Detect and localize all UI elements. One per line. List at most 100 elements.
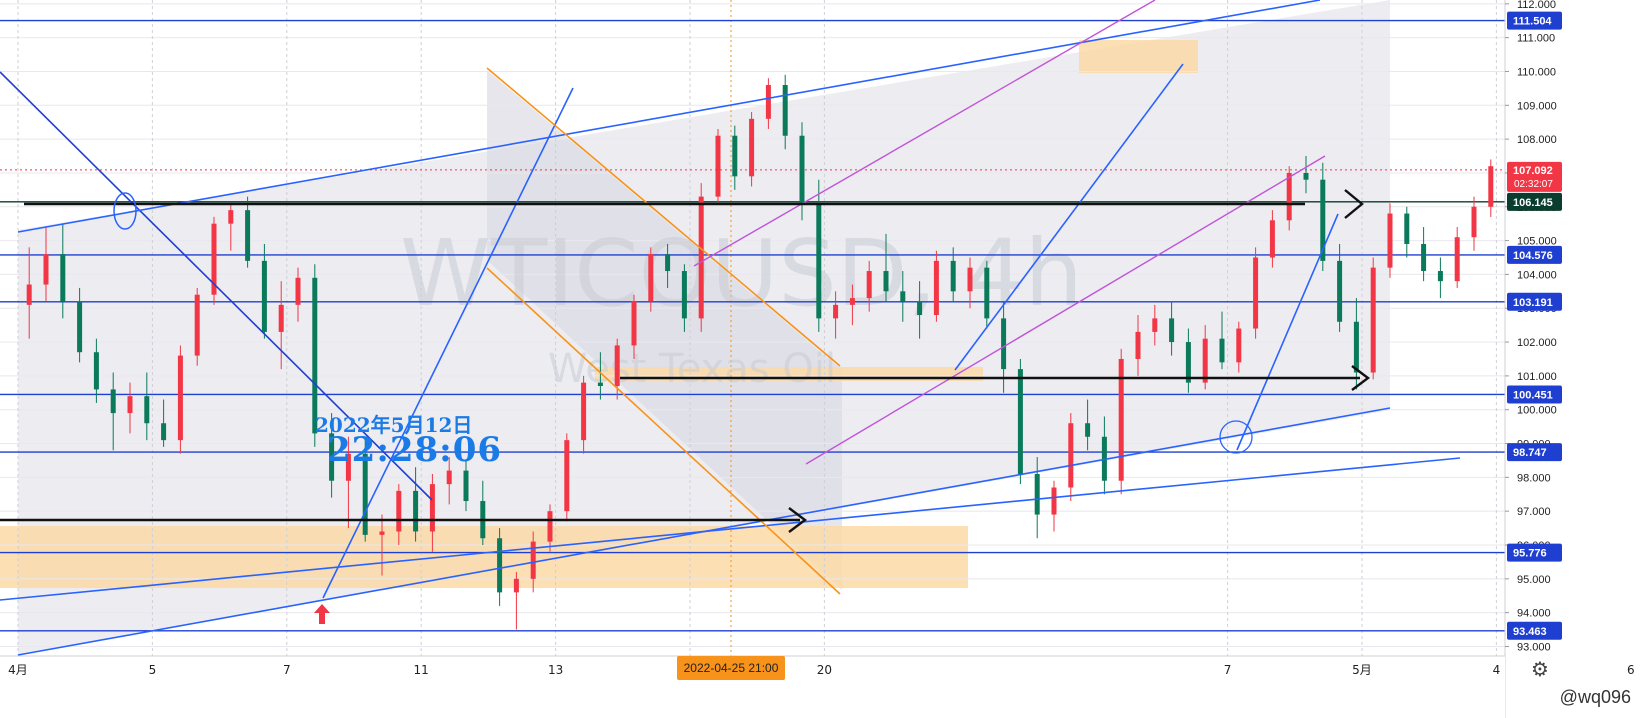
- candle-up: [849, 298, 855, 305]
- arrowhead-middle: [1351, 365, 1370, 391]
- candle-down: [161, 423, 167, 441]
- time-tick-label: 11: [414, 663, 429, 677]
- candle-down: [917, 301, 923, 315]
- candle-up: [446, 470, 452, 485]
- rising-trendline-mid: [954, 63, 1184, 371]
- candle-up: [1387, 213, 1393, 268]
- price-tick-label: 111.000: [1517, 33, 1555, 45]
- last-price-badge: [1507, 161, 1562, 192]
- candle-down: [1421, 243, 1427, 272]
- candle-down: [1001, 318, 1007, 370]
- candle-up: [698, 196, 704, 319]
- candle-up: [564, 440, 570, 512]
- candle-up: [648, 254, 654, 302]
- candle-down: [329, 433, 335, 481]
- drawings: [0, 0, 1461, 656]
- candle-down: [1185, 342, 1191, 383]
- price-tick-label: 93.000: [1517, 641, 1551, 653]
- base-trendline: [0, 457, 1461, 601]
- level-price-badge: [1507, 245, 1562, 264]
- candle-up: [429, 484, 435, 532]
- candle-up: [513, 578, 519, 593]
- candle-down: [261, 260, 267, 332]
- candle-down: [110, 389, 116, 414]
- candle-down: [93, 352, 99, 390]
- candle-down: [312, 277, 318, 434]
- candle-up: [866, 271, 872, 299]
- candle-down: [883, 271, 889, 292]
- level-price-label: 95.776: [1513, 548, 1547, 560]
- candle-down: [463, 470, 469, 502]
- crosshair-time-label: 2022-04-25 21:00: [677, 656, 785, 680]
- time-tick-label: 7: [283, 663, 291, 677]
- candle-down: [413, 490, 419, 532]
- candle-down: [1219, 338, 1225, 363]
- price-tick-label: 98.000: [1517, 472, 1551, 484]
- candle-up: [715, 135, 721, 197]
- candle-up: [749, 118, 755, 177]
- symbol-watermark: WTICOUSD, 4h: [400, 220, 1083, 327]
- candle-up: [396, 490, 402, 532]
- price-tick-label: 108.000: [1517, 134, 1557, 146]
- level-price-label: 111.504: [1513, 16, 1552, 28]
- price-tick-label: 104.000: [1517, 269, 1557, 281]
- time-tick-label: 4月: [8, 663, 28, 677]
- time-tick-label: 7: [1224, 663, 1232, 677]
- candle-up: [581, 382, 587, 441]
- level-price-badge: [1507, 621, 1562, 640]
- price-axis-background: [1505, 0, 1649, 718]
- rising-trendline-left: [322, 87, 574, 599]
- time-tick-label: 4: [1493, 663, 1501, 677]
- candle-up: [967, 267, 973, 292]
- candle-up: [614, 345, 620, 387]
- price-tick-label: 105.000: [1517, 236, 1557, 248]
- overlay-date-label: 2022年5月12日: [315, 413, 473, 437]
- down-channel-bottom: [486, 267, 841, 595]
- candle-up: [1202, 338, 1208, 383]
- price-tick-label: 100.000: [1517, 405, 1557, 417]
- candle-up: [379, 531, 385, 535]
- candle-down: [1085, 423, 1091, 437]
- candle-down: [1353, 321, 1359, 373]
- candle-down: [1337, 260, 1343, 322]
- symbol-subtitle-watermark: West Texas Oil: [548, 346, 836, 392]
- candle-up: [127, 396, 133, 414]
- candles: [26, 74, 1494, 630]
- upper-trendline: [17, 0, 1321, 233]
- candle-down: [950, 260, 956, 292]
- purple-channel-top: [693, 0, 1156, 267]
- last-price-label: 107.092: [1513, 165, 1553, 177]
- arrowhead-lower: [788, 507, 807, 533]
- level-price-badge: [1507, 443, 1562, 462]
- candle-up: [1118, 358, 1124, 481]
- candle-up: [1135, 331, 1141, 359]
- down-channel-band: [487, 70, 842, 590]
- resistance-zone: [1079, 40, 1198, 73]
- candle-up: [1471, 206, 1477, 238]
- time-tick-label: 5: [149, 663, 157, 677]
- candle-down: [816, 203, 822, 319]
- candle-up: [547, 511, 553, 542]
- candle-down: [60, 254, 66, 302]
- author-handle: @wq096: [1559, 687, 1631, 707]
- candle-down: [732, 135, 738, 177]
- horizontal-levels: [0, 19, 1505, 632]
- candle-down: [362, 453, 368, 535]
- level-price-badge: [1507, 192, 1562, 211]
- gear-icon[interactable]: ⚙: [1531, 659, 1549, 681]
- level-price-label: 93.463: [1513, 626, 1547, 638]
- rising-trendline-right: [1236, 213, 1339, 451]
- arrowhead-upper: [1344, 189, 1364, 219]
- time-tick-label: 20: [817, 663, 832, 677]
- overlay-time-label: 22:28:06: [327, 430, 503, 470]
- price-tick-label: 102.000: [1517, 337, 1557, 349]
- purple-channel-bottom: [805, 155, 1326, 465]
- candle-up: [1370, 267, 1376, 373]
- descending-trendline: [0, 71, 433, 501]
- candle-up: [177, 355, 183, 441]
- candle-up: [345, 453, 351, 481]
- candle-down: [900, 291, 906, 302]
- up-arrow-marker: [314, 604, 330, 624]
- circle-marker: [1219, 420, 1253, 454]
